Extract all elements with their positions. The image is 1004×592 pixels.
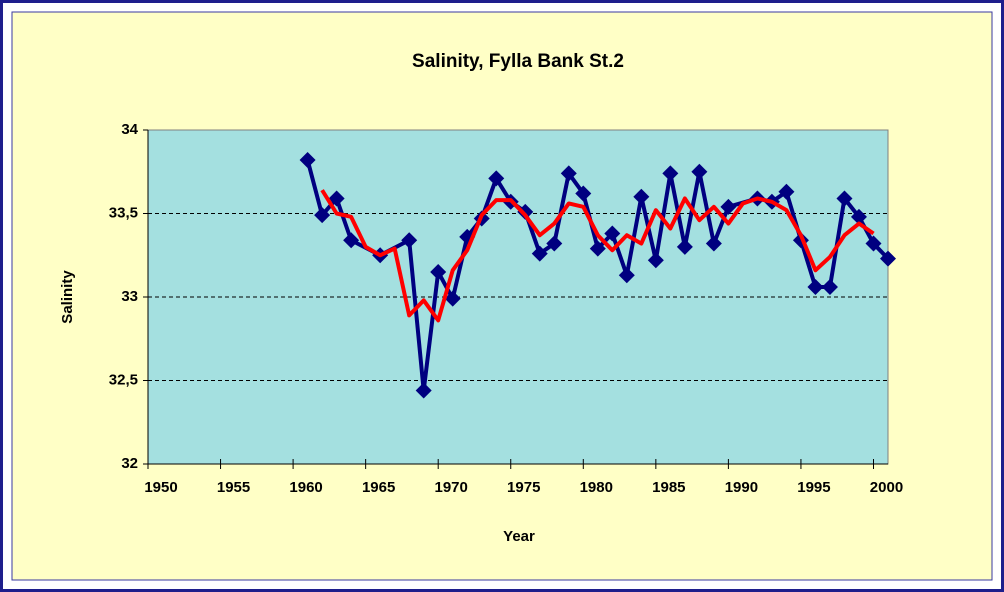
x-tick-label: 1955: [217, 479, 250, 496]
marker: [633, 188, 650, 205]
x-tick-label: 1980: [580, 479, 613, 496]
marker: [778, 183, 795, 200]
marker: [575, 185, 592, 202]
marker: [589, 240, 606, 257]
x-tick-label: 1995: [797, 479, 830, 496]
marker: [676, 238, 693, 255]
marker: [299, 152, 316, 169]
marker: [314, 207, 331, 224]
marker: [430, 263, 447, 280]
chart-title: Salinity, Fylla Bank St.2: [412, 51, 624, 72]
marker: [415, 382, 432, 399]
marker: [705, 235, 722, 252]
x-tick-label: 1970: [435, 479, 468, 496]
marker: [488, 170, 505, 187]
marker: [821, 278, 838, 295]
marker: [343, 232, 360, 249]
marker: [604, 225, 621, 242]
y-tick-label: 34: [121, 121, 138, 138]
marker: [647, 252, 664, 269]
y-tick-label: 32: [121, 455, 138, 472]
x-tick-label: 1965: [362, 479, 395, 496]
y-axis-label: Salinity: [59, 270, 76, 324]
marker: [401, 232, 418, 249]
marker: [850, 208, 867, 225]
plot-area: [147, 129, 889, 465]
marker: [444, 290, 461, 307]
series-line: [320, 189, 875, 323]
marker: [560, 165, 577, 182]
marker: [546, 235, 563, 252]
y-tick-label: 32,5: [109, 371, 138, 388]
marker: [328, 190, 345, 207]
x-tick-label: 1950: [144, 479, 177, 496]
marker: [517, 203, 534, 220]
marker: [531, 245, 548, 262]
marker: [691, 163, 708, 180]
marker: [807, 278, 824, 295]
marker: [836, 190, 853, 207]
x-tick-label: 1960: [289, 479, 322, 496]
x-tick-label: 2000: [870, 479, 903, 496]
y-tick-label: 33: [121, 288, 138, 305]
y-tick-label: 33,5: [109, 204, 138, 221]
marker: [865, 235, 882, 252]
marker: [880, 250, 896, 267]
x-axis-label: Year: [503, 528, 535, 545]
marker: [618, 267, 635, 284]
marker: [662, 165, 679, 182]
x-tick-label: 1975: [507, 479, 540, 496]
x-tick-label: 1990: [725, 479, 758, 496]
marker: [720, 198, 737, 215]
x-tick-label: 1985: [652, 479, 685, 496]
